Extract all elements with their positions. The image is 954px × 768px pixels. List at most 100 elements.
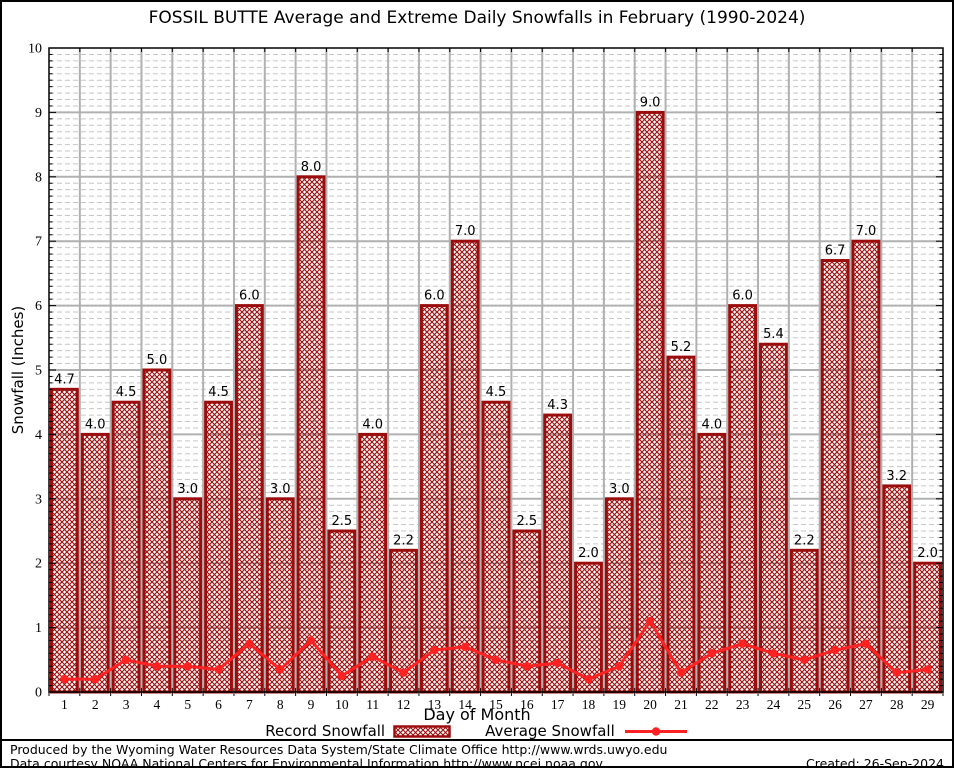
x-tick-label: 27 <box>859 697 873 712</box>
average-snowfall-point <box>800 655 809 664</box>
x-axis-title: Day of Month <box>423 705 531 724</box>
x-tick-label: 19 <box>613 697 627 712</box>
bar-value-label: 2.2 <box>393 533 414 548</box>
bar-value-label: 6.0 <box>424 289 445 304</box>
bar-value-label: 5.4 <box>763 327 784 342</box>
x-tick-label: 28 <box>890 697 904 712</box>
average-snowfall-point <box>368 652 377 661</box>
x-tick-label: 7 <box>246 697 253 712</box>
record-snowfall-bar <box>296 175 326 694</box>
average-snowfall-point <box>491 655 501 664</box>
chart-title: FOSSIL BUTTE Average and Extreme Daily S… <box>148 8 806 28</box>
record-snowfall-bar <box>204 400 233 694</box>
average-snowfall-point <box>245 639 254 648</box>
average-snowfall-point <box>337 671 347 681</box>
y-tick-label: 8 <box>35 170 42 185</box>
bar-value-label: 4.0 <box>701 417 722 432</box>
average-snowfall-point <box>830 645 840 655</box>
snowfall-chart: 4.7 4.0 4.5 5.0 3.0 4.5 6.0 3.0 8.0 2.5 4.0 2.2 6.0 7… <box>28 42 944 712</box>
x-tick-label: 6 <box>215 697 222 712</box>
x-tick-label: 18 <box>582 697 596 712</box>
x-tick-label: 12 <box>397 697 411 712</box>
x-tick-label: 10 <box>335 697 349 712</box>
record-snowfall-bar <box>789 548 819 694</box>
x-tick-label: 1 <box>61 697 68 712</box>
x-tick-label: 21 <box>674 697 688 712</box>
x-tick-label: 23 <box>736 697 750 712</box>
record-snowfall-bar <box>234 304 264 694</box>
x-tick-label: 22 <box>705 697 719 712</box>
y-tick-label: 4 <box>35 428 42 443</box>
x-tick-label: 26 <box>828 697 842 712</box>
x-tick-label: 8 <box>277 697 284 712</box>
record-snowfall-bar <box>327 529 357 694</box>
bar-value-label: 8.0 <box>301 160 322 175</box>
y-tick-label: 1 <box>35 621 42 636</box>
x-tick-label: 11 <box>366 697 379 712</box>
x-tick-label: 20 <box>643 697 657 712</box>
bar-value-label: 6.0 <box>732 289 753 304</box>
bar-value-label: 3.2 <box>886 469 907 484</box>
record-snowfall-bar <box>666 355 696 694</box>
average-snowfall-point <box>60 674 69 684</box>
record-snowfall-bar <box>173 497 203 694</box>
average-snowfall-point <box>91 674 100 684</box>
bar-value-label: 6.7 <box>825 244 846 259</box>
bar-value-label: 4.5 <box>208 385 229 400</box>
x-tick-label: 17 <box>551 697 565 712</box>
average-snowfall-point <box>769 649 778 658</box>
footer-created-date: Created: 26-Sep-2024 <box>806 756 944 768</box>
average-snowfall-point <box>707 649 716 658</box>
record-snowfall-bar <box>851 239 881 694</box>
average-snowfall-point <box>553 658 562 668</box>
record-snowfall-bar <box>882 484 912 694</box>
x-tick-label: 9 <box>308 697 315 712</box>
y-tick-label: 10 <box>28 42 42 57</box>
record-snowfall-bar <box>80 432 110 694</box>
x-tick-label: 5 <box>184 697 191 712</box>
average-snowfall-point <box>861 639 871 648</box>
y-tick-label: 2 <box>35 557 42 572</box>
record-snowfall-swatch-icon <box>393 724 451 738</box>
bar-value-label: 2.5 <box>332 514 353 529</box>
bar-value-label: 4.5 <box>116 385 137 400</box>
bar-value-label: 6.0 <box>239 289 260 304</box>
y-tick-label: 3 <box>35 492 42 507</box>
bar-value-label: 4.3 <box>547 398 568 413</box>
record-snowfall-bar <box>481 400 511 694</box>
average-snowfall-point <box>214 665 223 674</box>
legend-record-label: Record Snowfall <box>265 722 386 740</box>
bar-value-label: 5.0 <box>147 353 168 368</box>
x-tick-label: 3 <box>123 697 130 712</box>
y-tick-label: 6 <box>35 299 42 314</box>
y-tick-label: 9 <box>35 106 42 121</box>
bar-value-label: 9.0 <box>640 95 661 110</box>
average-snowfall-point <box>276 665 285 674</box>
bar-value-label: 2.5 <box>516 514 537 529</box>
average-snowfall-point <box>460 642 470 652</box>
record-snowfall-bar <box>604 497 634 694</box>
average-snowfall-point <box>584 674 593 684</box>
average-snowfall-point <box>923 665 932 674</box>
x-tick-label: 13 <box>428 697 442 712</box>
legend-item-record: Record Snowfall <box>265 722 451 740</box>
bar-value-label: 3.0 <box>270 482 291 497</box>
average-snowfall-point <box>645 616 655 626</box>
average-snowfall-point <box>676 668 686 677</box>
y-tick-label: 7 <box>35 235 42 250</box>
average-snowfall-point <box>399 668 408 677</box>
average-snowfall-line-icon <box>624 726 687 736</box>
bar-value-label: 4.7 <box>54 372 75 387</box>
average-snowfall-point <box>152 662 162 671</box>
bar-value-label: 2.2 <box>794 533 815 548</box>
record-snowfall-bar <box>111 400 141 694</box>
footer: Produced by the Wyoming Water Resources … <box>2 739 952 766</box>
record-snowfall-bar <box>419 304 449 694</box>
average-snowfall-point <box>615 662 624 671</box>
record-snowfall-bar <box>543 413 573 694</box>
bar-value-label: 4.0 <box>362 417 383 432</box>
record-snowfall-bar <box>728 304 758 694</box>
average-snowfall-point <box>306 636 316 645</box>
y-tick-label: 5 <box>35 364 42 379</box>
